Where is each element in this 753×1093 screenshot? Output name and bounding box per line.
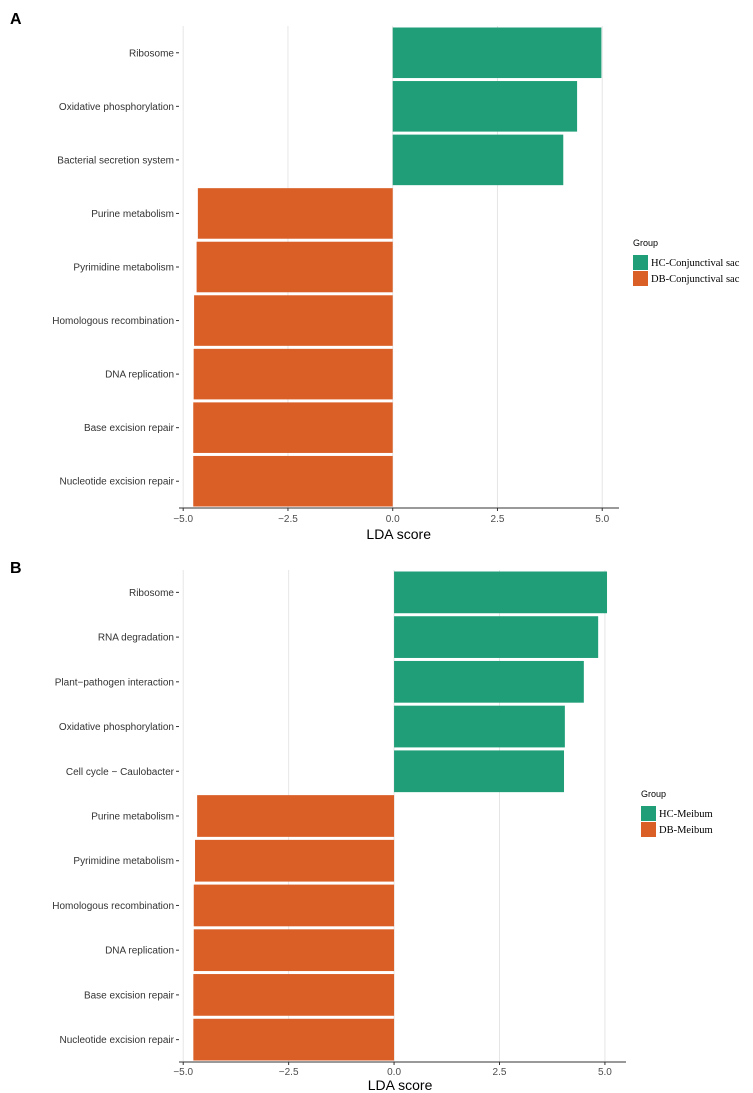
x-tick-label: −2.5	[278, 514, 298, 525]
bar	[392, 81, 578, 132]
category-label: Bacterial secretion system	[57, 155, 174, 166]
bar	[193, 455, 393, 507]
legend-title: Group	[633, 238, 658, 248]
bar	[196, 241, 393, 293]
bar	[392, 27, 602, 79]
legend-label: HC-Meibum	[659, 809, 713, 820]
bar	[394, 705, 565, 748]
category-label: Ribosome	[129, 48, 174, 59]
bar	[194, 295, 393, 346]
bar	[193, 929, 395, 972]
category-label: Homologous recombination	[52, 901, 174, 912]
x-tick-label: 5.0	[598, 1067, 612, 1078]
category-label: Pyrimidine metabolism	[73, 263, 174, 274]
legend-swatch	[641, 822, 656, 837]
bar	[193, 348, 393, 400]
category-label: Nucleotide excision repair	[59, 1035, 174, 1046]
bar	[193, 974, 395, 1016]
lda-chart-b: Ribosome RNA degradation Plant−pathogen in…	[52, 570, 713, 1093]
category-label: Homologous recombination	[52, 316, 174, 327]
legend-title: Group	[641, 789, 666, 799]
x-tick-label: −5.0	[173, 514, 193, 525]
lda-chart-a: Ribosome Oxidative phosphorylation Bacteri…	[52, 26, 740, 542]
category-label: RNA degradation	[98, 633, 174, 644]
x-tick-label: 2.5	[493, 1067, 507, 1078]
bar	[394, 616, 599, 658]
category-label: Cell cycle − Caulobacter	[66, 767, 175, 778]
category-label: Oxidative phosphorylation	[59, 722, 174, 733]
panel-label-b: B	[10, 560, 22, 577]
bar	[195, 839, 395, 882]
category-label: Base excision repair	[84, 423, 175, 434]
category-label: Purine metabolism	[91, 812, 174, 823]
category-label: DNA replication	[105, 946, 174, 957]
category-label: Oxidative phosphorylation	[59, 102, 174, 113]
legend-label: DB-Meibum	[659, 825, 713, 836]
legend-swatch	[641, 806, 656, 821]
bar	[392, 134, 564, 186]
category-label: DNA replication	[105, 370, 174, 381]
bar	[193, 402, 393, 453]
panel-label-a: A	[10, 11, 22, 28]
legend-label: HC-Conjunctival sac	[651, 258, 740, 269]
category-label: Ribosome	[129, 588, 174, 599]
x-tick-label: 0.0	[386, 514, 400, 525]
bar	[197, 188, 393, 239]
legend-swatch	[633, 271, 648, 286]
bar	[394, 660, 584, 703]
bar	[193, 884, 395, 927]
category-label: Nucleotide excision repair	[59, 477, 174, 488]
x-axis-title: LDA score	[366, 526, 431, 542]
legend: Group HC-Meibum DB-Meibum	[641, 789, 713, 837]
x-tick-label: 2.5	[491, 514, 505, 525]
category-label: Purine metabolism	[91, 209, 174, 220]
bar	[197, 795, 395, 837]
bar	[193, 1018, 395, 1061]
category-label: Plant−pathogen interaction	[55, 677, 174, 688]
x-tick-label: −2.5	[279, 1067, 299, 1078]
bar	[394, 750, 565, 793]
x-tick-label: 0.0	[387, 1067, 401, 1078]
legend-swatch	[633, 255, 648, 270]
category-label: Base excision repair	[84, 990, 175, 1001]
legend-label: DB-Conjunctival sac	[651, 274, 740, 285]
legend: Group HC-Conjunctival sac DB-Conjunctival …	[633, 238, 740, 286]
x-axis-title: LDA score	[368, 1077, 433, 1093]
x-tick-label: −5.0	[173, 1067, 193, 1078]
bar	[394, 571, 608, 614]
category-label: Pyrimidine metabolism	[73, 856, 174, 867]
x-tick-label: 5.0	[595, 514, 609, 525]
